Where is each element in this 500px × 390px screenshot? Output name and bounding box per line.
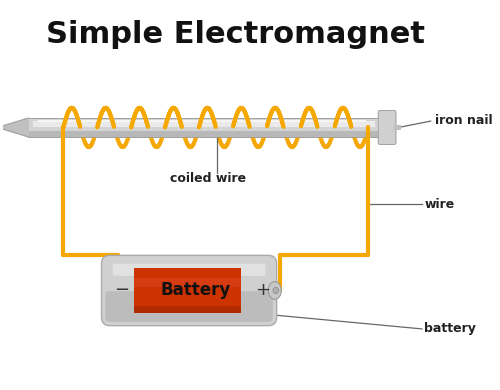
Bar [28, 118, 380, 137]
FancyBboxPatch shape [106, 291, 273, 322]
FancyBboxPatch shape [112, 264, 266, 276]
Bar [28, 119, 380, 131]
Bar [134, 268, 242, 313]
Bar [394, 125, 401, 130]
Bar [33, 121, 376, 126]
Bar [28, 118, 380, 137]
Bar [28, 119, 380, 131]
Bar [394, 125, 401, 130]
Ellipse shape [273, 287, 278, 294]
Text: battery: battery [424, 323, 476, 335]
FancyBboxPatch shape [102, 255, 276, 326]
Ellipse shape [268, 282, 281, 300]
Text: Simple Electromagnet: Simple Electromagnet [46, 20, 425, 49]
Bar [28, 118, 380, 137]
Text: wire: wire [424, 198, 454, 211]
Polygon shape [0, 118, 28, 137]
Text: Battery: Battery [161, 282, 231, 300]
Bar [38, 120, 366, 122]
FancyBboxPatch shape [378, 110, 396, 144]
Text: −: − [114, 280, 129, 299]
Text: iron nail: iron nail [435, 114, 492, 127]
Polygon shape [0, 118, 28, 137]
Text: coiled wire: coiled wire [170, 172, 246, 185]
Bar [134, 306, 242, 313]
FancyBboxPatch shape [378, 110, 396, 144]
Bar [33, 121, 376, 126]
Bar [38, 120, 366, 122]
Bar [28, 118, 380, 137]
Text: +: + [255, 280, 270, 299]
Bar [134, 278, 242, 287]
